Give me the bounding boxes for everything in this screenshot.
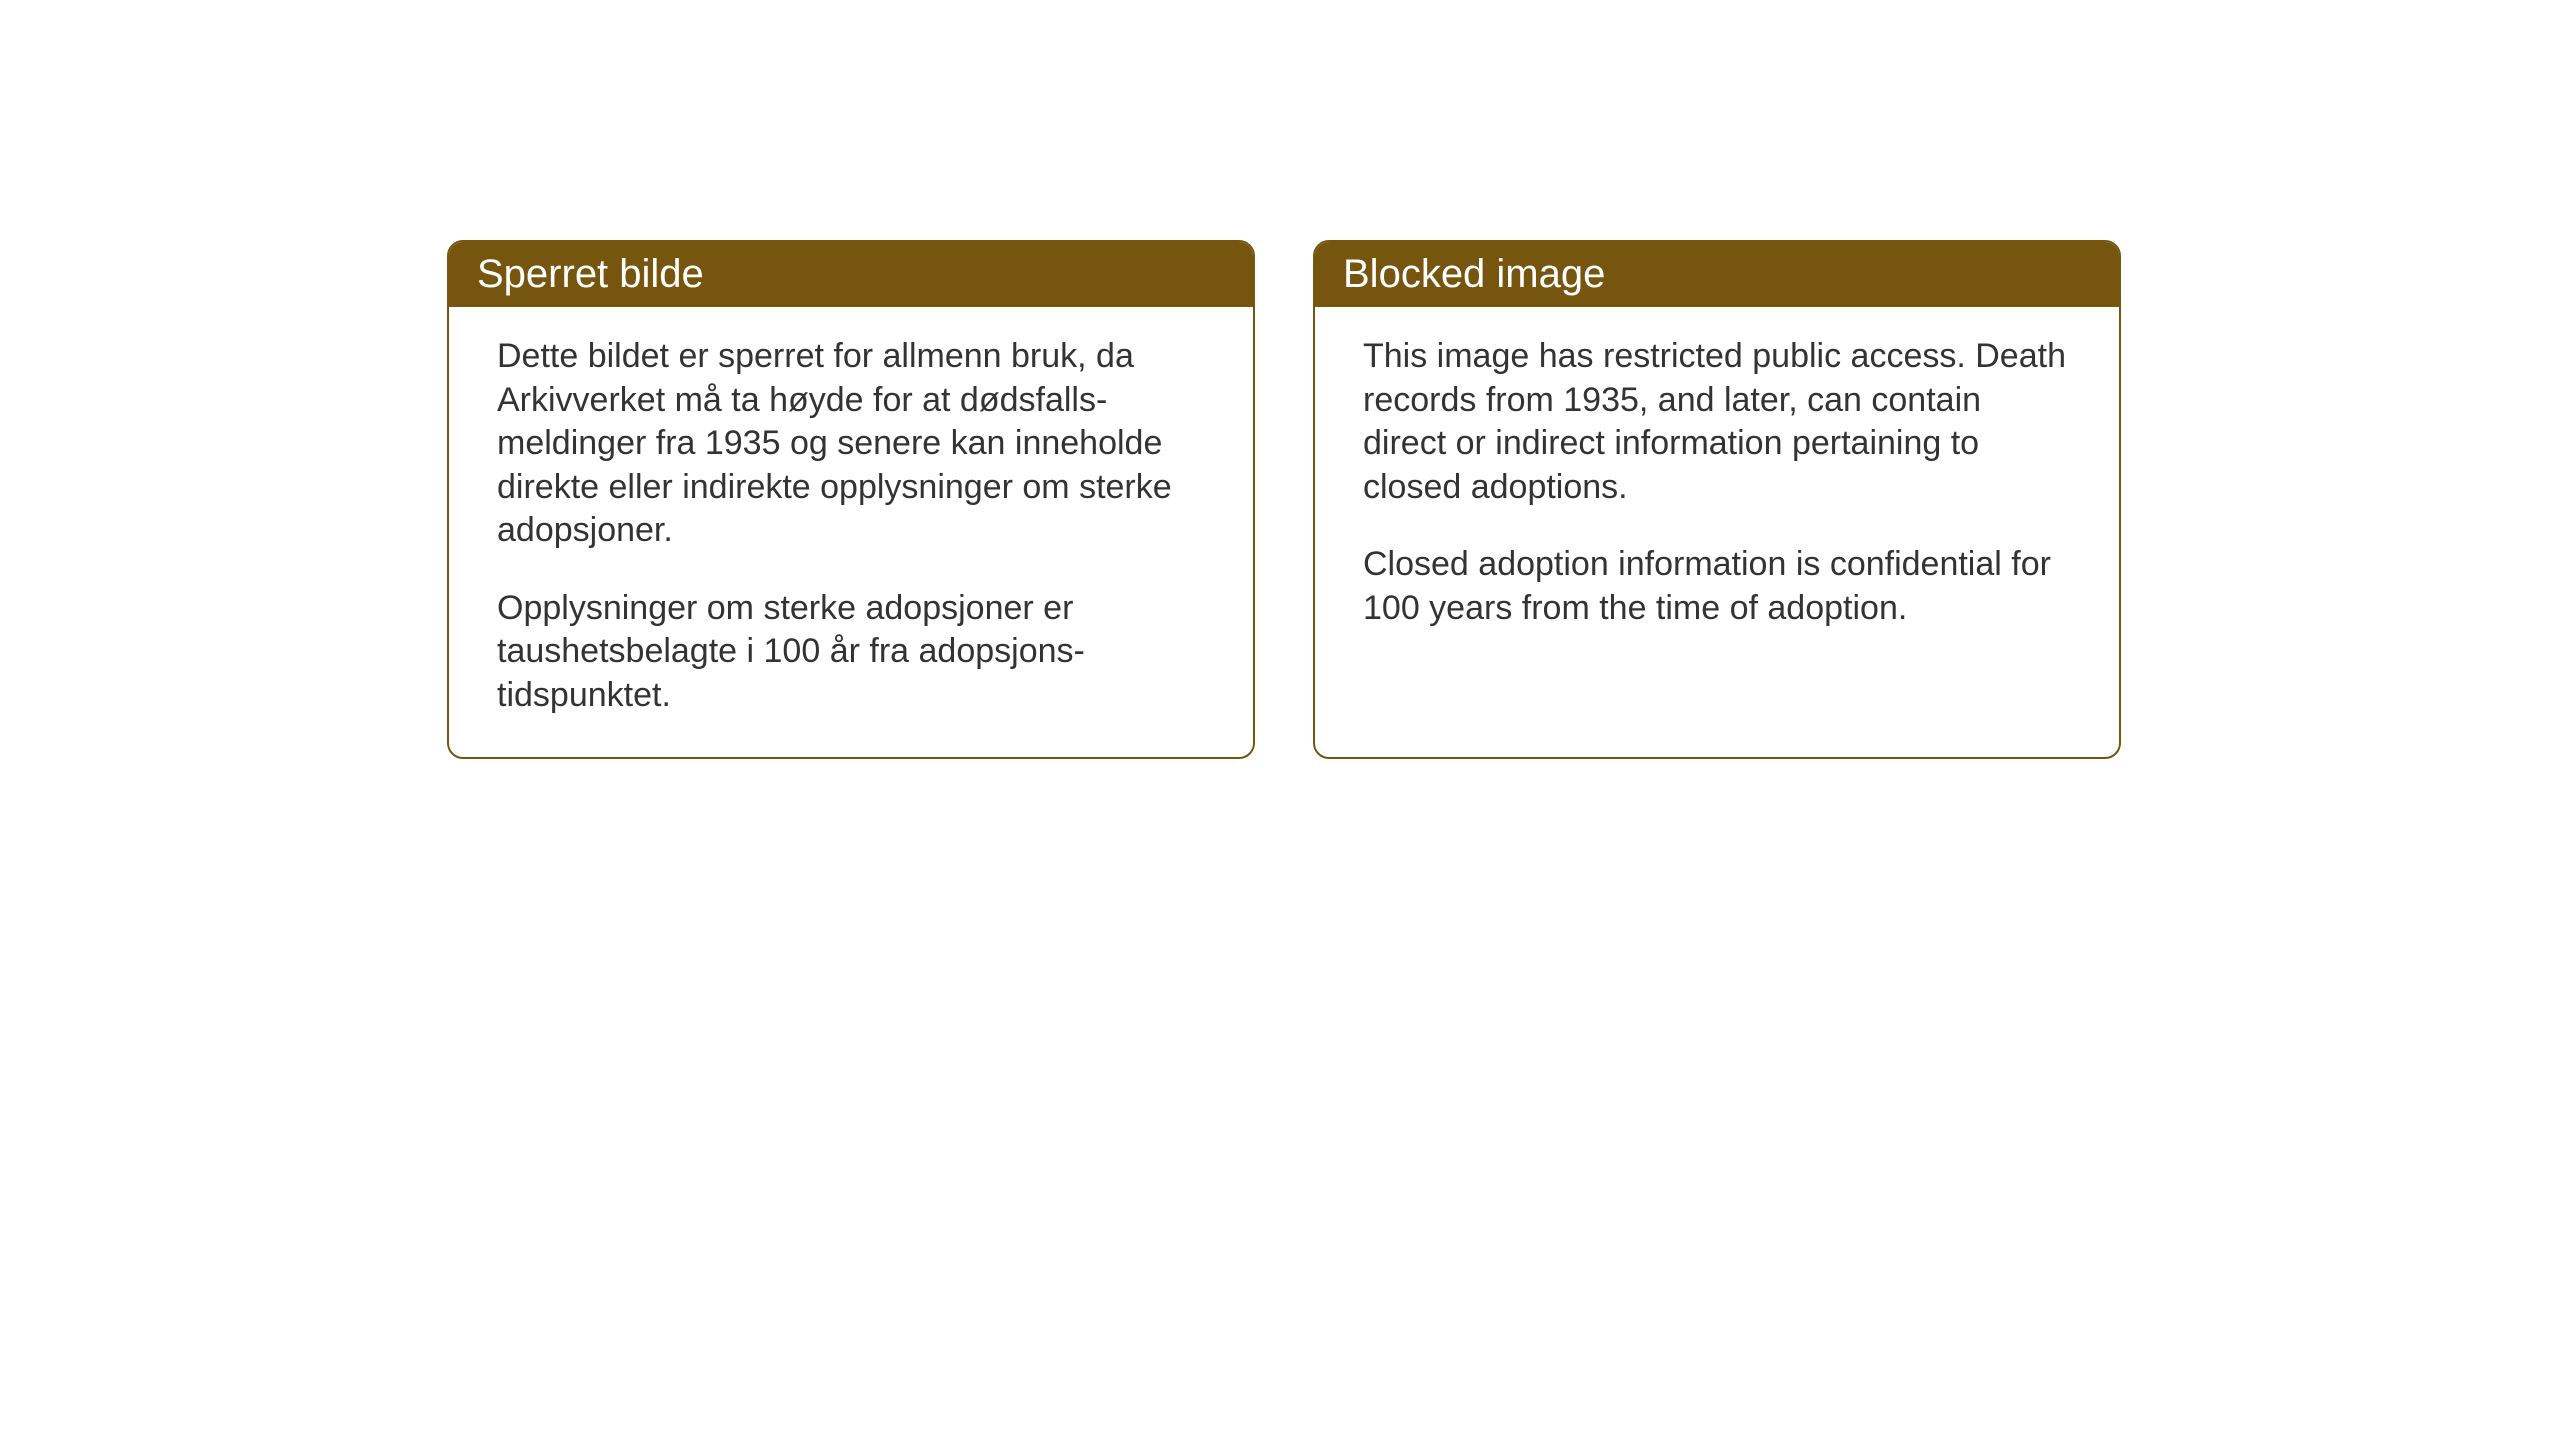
notice-container: Sperret bilde Dette bildet er sperret fo… (447, 240, 2121, 759)
notice-paragraph: Closed adoption information is confident… (1363, 543, 2071, 630)
card-title-english: Blocked image (1343, 252, 1605, 296)
card-title-norwegian: Sperret bilde (477, 252, 704, 296)
notice-card-norwegian: Sperret bilde Dette bildet er sperret fo… (447, 240, 1255, 759)
notice-card-english: Blocked image This image has restricted … (1313, 240, 2121, 759)
notice-paragraph: Opplysninger om sterke adopsjoner er tau… (497, 587, 1205, 718)
card-body-norwegian: Dette bildet er sperret for allmenn bruk… (449, 307, 1253, 757)
notice-paragraph: This image has restricted public access.… (1363, 335, 2071, 509)
card-header-norwegian: Sperret bilde (449, 242, 1253, 307)
card-header-english: Blocked image (1315, 242, 2119, 307)
card-body-english: This image has restricted public access.… (1315, 307, 2119, 670)
notice-paragraph: Dette bildet er sperret for allmenn bruk… (497, 335, 1205, 553)
